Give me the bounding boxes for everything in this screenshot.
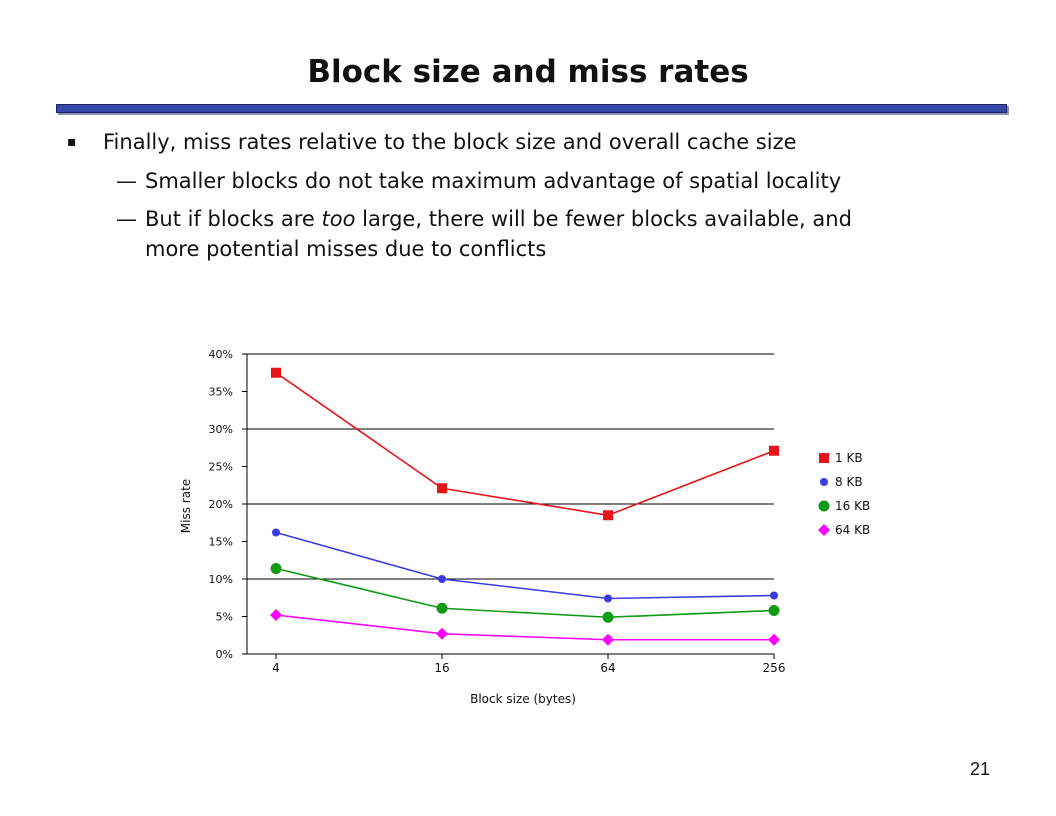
series-line bbox=[275, 567, 775, 619]
y-tick-label: 0% bbox=[216, 648, 233, 661]
legend-label: 1 KB bbox=[835, 451, 863, 465]
title-underline bbox=[56, 104, 1007, 113]
data-point bbox=[272, 528, 280, 537]
data-point bbox=[270, 563, 282, 574]
legend-marker bbox=[820, 478, 828, 486]
series-8-kb bbox=[272, 528, 778, 603]
gridlines bbox=[247, 353, 774, 580]
x-tick-label: 16 bbox=[434, 661, 449, 675]
legend-label: 8 KB bbox=[835, 475, 863, 489]
x-tick-label: 64 bbox=[600, 661, 615, 675]
y-tick-label: 20% bbox=[209, 498, 233, 511]
x-tick-label: 4 bbox=[272, 661, 280, 675]
series-group bbox=[270, 367, 780, 646]
series-line bbox=[275, 372, 775, 517]
axes: 0% 5% 10% 15% 20% 25% 30% 35% 40% 4 16 64 256 Block s… bbox=[179, 348, 785, 706]
bullet-marker: ▪ bbox=[67, 134, 77, 150]
series-line bbox=[275, 531, 775, 600]
legend-marker bbox=[819, 453, 829, 463]
data-point bbox=[271, 367, 281, 378]
data-point bbox=[436, 602, 448, 614]
x-axis-label: Block size (bytes) bbox=[470, 692, 576, 706]
data-point bbox=[437, 483, 447, 494]
series-line bbox=[275, 614, 774, 641]
y-tick-label: 35% bbox=[209, 386, 233, 399]
y-tick-label: 5% bbox=[216, 611, 233, 624]
series-1-kb bbox=[271, 367, 779, 521]
series-64-kb bbox=[270, 609, 780, 646]
legend-label: 64 KB bbox=[835, 523, 870, 537]
page-number: 21 bbox=[970, 759, 991, 779]
legend-marker bbox=[818, 500, 830, 512]
y-axis-label: Miss rate bbox=[179, 479, 193, 533]
subbullet-2-text-end: large, there will be fewer blocks availa… bbox=[355, 207, 852, 231]
legend-marker bbox=[818, 524, 830, 536]
data-point bbox=[769, 445, 779, 456]
bullet-1-text: Finally, miss rates relative to the bloc… bbox=[103, 130, 797, 154]
subbullet-dash: — bbox=[116, 207, 137, 231]
data-point bbox=[604, 594, 612, 603]
subbullet-2-text-start: But if blocks are bbox=[145, 207, 322, 231]
data-point bbox=[438, 575, 446, 583]
data-point bbox=[436, 627, 448, 640]
legend: 1 KB 8 KB 16 KB 64 KB bbox=[818, 451, 870, 537]
data-point bbox=[603, 510, 613, 521]
data-point bbox=[602, 633, 614, 646]
subbullet-2-line-2: more potential misses due to conflicts bbox=[145, 237, 547, 261]
series-16-kb bbox=[270, 563, 780, 623]
data-point bbox=[768, 633, 780, 646]
data-point bbox=[768, 605, 780, 616]
x-tick-label: 256 bbox=[763, 661, 786, 675]
y-tick-label: 30% bbox=[209, 423, 233, 436]
subbullet-dash: — bbox=[116, 169, 137, 193]
y-tick-label: 15% bbox=[209, 536, 233, 549]
data-point bbox=[770, 591, 778, 600]
data-point bbox=[270, 609, 282, 621]
legend-label: 16 KB bbox=[835, 499, 870, 513]
y-tick-label: 25% bbox=[209, 461, 233, 474]
data-point bbox=[602, 611, 614, 623]
subbullet-2-emphasis: too bbox=[321, 207, 356, 231]
subbullet-1-text: Smaller blocks do not take maximum advan… bbox=[145, 169, 842, 193]
slide-title: Block size and miss rates bbox=[307, 54, 749, 90]
y-tick-label: 10% bbox=[209, 573, 233, 586]
subbullet-2-line-1: But if blocks are too large, there will … bbox=[145, 204, 852, 234]
y-tick-label: 40% bbox=[209, 348, 233, 361]
